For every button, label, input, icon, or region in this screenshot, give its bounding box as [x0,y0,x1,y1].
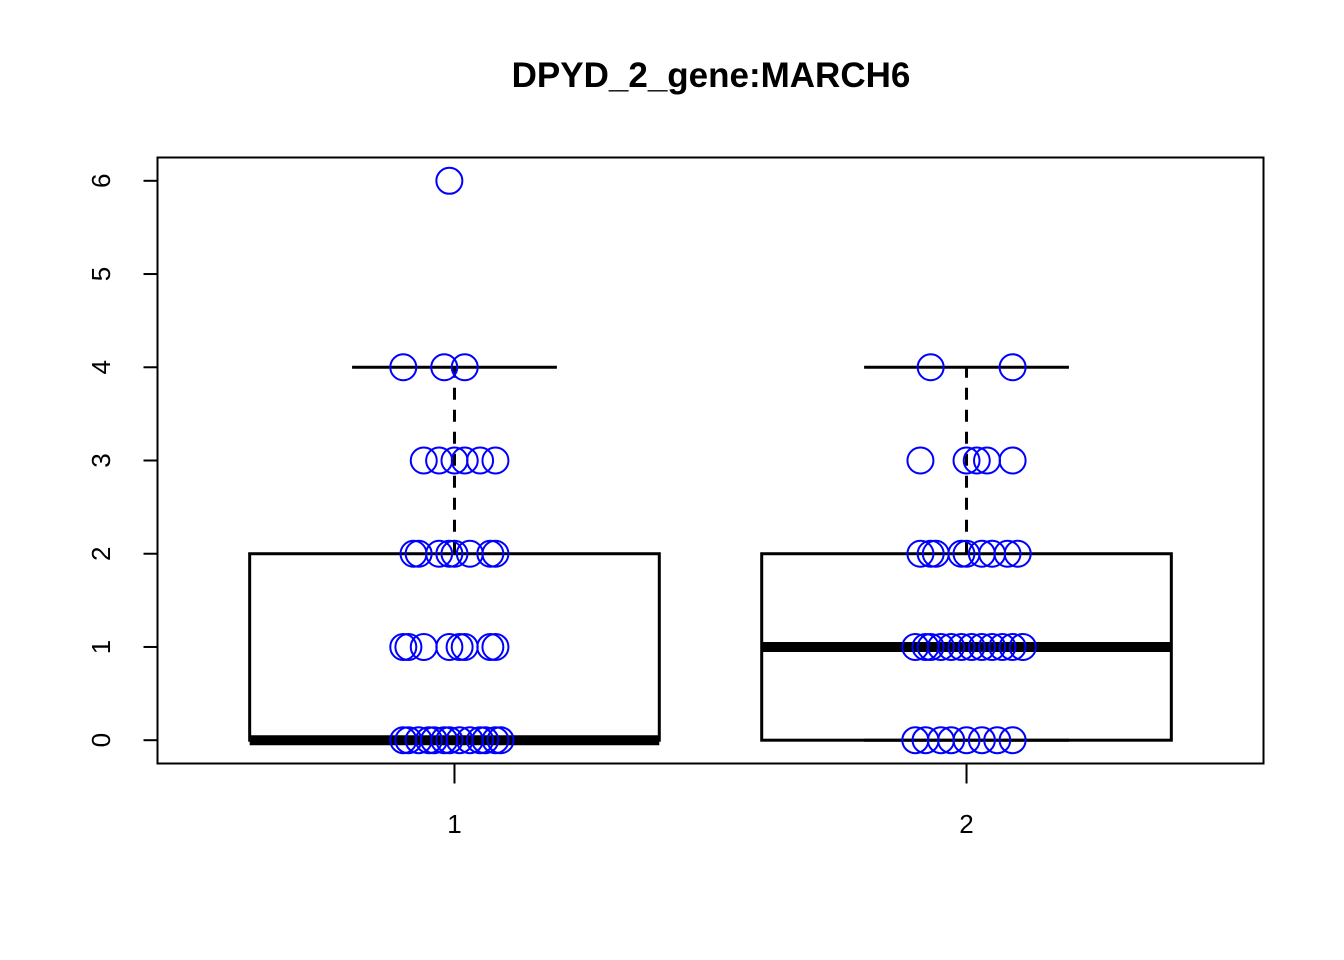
data-point [425,446,454,475]
data-point [952,446,981,475]
data-point [404,539,433,568]
data-point [481,446,510,475]
data-point [998,726,1027,755]
data-point [937,726,966,755]
data-point [450,353,479,382]
data-point [926,632,955,661]
data-point [450,632,479,661]
data-point [988,632,1017,661]
data-point [1008,632,1037,661]
data-point [425,539,454,568]
plot-frame [156,156,1265,765]
data-point [916,632,945,661]
data-point [409,632,438,661]
data-point [978,632,1007,661]
data-point [471,726,500,755]
data-point [409,446,438,475]
data-point [476,632,505,661]
data-point [952,726,981,755]
points-layer [389,166,1037,755]
y-tick-label: 2 [86,546,116,560]
y-tick-label: 1 [86,640,116,654]
y-tick-label: 4 [86,360,116,374]
y-tick-label: 0 [86,733,116,747]
data-point [906,446,935,475]
chart-title: DPYD_2_gene:MARCH6 [511,56,911,95]
data-point [435,166,464,195]
data-point [967,632,996,661]
y-tick-label: 5 [86,267,116,281]
data-point [998,446,1027,475]
data-point [486,726,515,755]
y-axis: 0 1 2 3 4 5 6 [86,174,158,747]
data-point [1003,539,1032,568]
y-tick-label: 6 [86,174,116,188]
data-point [983,726,1012,755]
data-point [937,632,966,661]
data-point [957,632,986,661]
boxes-layer [248,365,1173,746]
data-point [967,726,996,755]
data-point [998,632,1027,661]
y-tick-label: 3 [86,453,116,467]
data-point [947,632,976,661]
data-point [998,353,1027,382]
data-point [389,353,418,382]
x-tick-label: 2 [959,809,973,839]
x-tick-label: 1 [447,809,461,839]
data-point [389,632,418,661]
data-point [435,726,464,755]
data-point [906,539,935,568]
box-1 [248,552,661,742]
data-point [435,632,464,661]
data-point [993,539,1022,568]
data-point [450,446,479,475]
data-point [481,539,510,568]
data-point [481,632,510,661]
data-point [430,353,459,382]
data-point [394,632,423,661]
data-point [916,353,945,382]
data-point [440,539,469,568]
data-point [466,446,495,475]
data-point [962,446,991,475]
